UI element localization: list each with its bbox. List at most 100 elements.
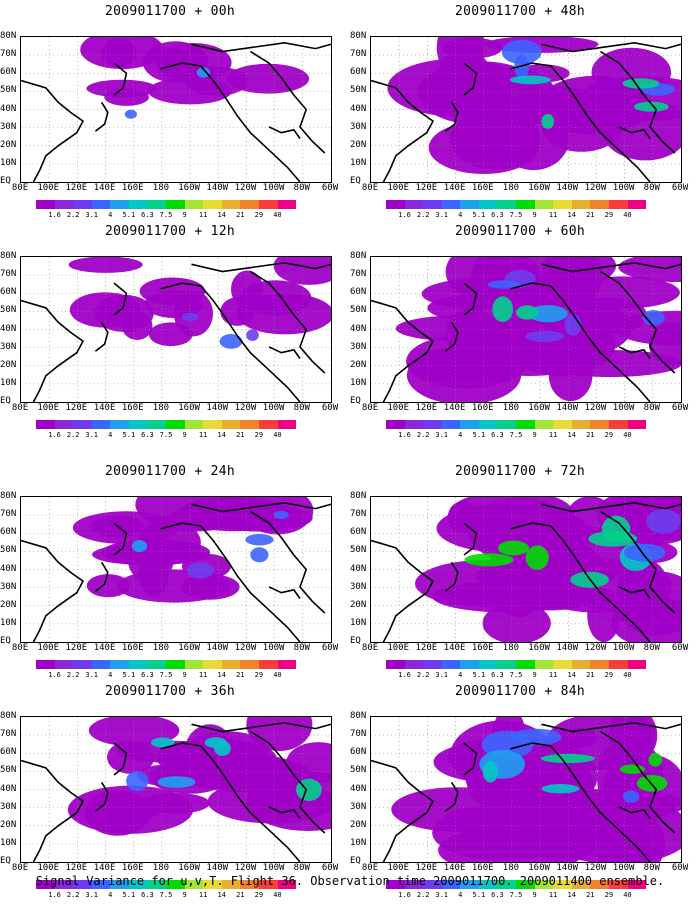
colorbar-label: 9 bbox=[532, 891, 537, 899]
colorbar-swatch bbox=[277, 660, 297, 669]
colorbar-label: 21 bbox=[236, 431, 245, 439]
lat-label: 20N bbox=[0, 599, 17, 610]
colorbar-swatch bbox=[590, 660, 609, 669]
figure-caption: Signal Variance for u,v,T. Flight 36. Ob… bbox=[35, 874, 665, 888]
colorbar bbox=[36, 660, 297, 669]
lat-label: 40N bbox=[0, 103, 17, 114]
lat-label: 80N bbox=[0, 711, 17, 721]
lon-label: 80E bbox=[361, 183, 379, 193]
lon-label: 160E bbox=[121, 863, 144, 873]
colorbar-label: 1.6 bbox=[48, 891, 61, 899]
coastline bbox=[268, 806, 301, 819]
colorbar-label: 40 bbox=[273, 671, 282, 679]
variance-map bbox=[20, 716, 332, 863]
coastline bbox=[21, 539, 85, 642]
variance-region-high bbox=[540, 753, 595, 764]
colorbar-label: 3.1 bbox=[435, 891, 449, 899]
colorbar-label: 2.2 bbox=[66, 891, 80, 899]
lon-label: 80E bbox=[361, 863, 379, 873]
colorbar-swatch bbox=[404, 660, 424, 669]
colorbar-swatch bbox=[54, 420, 74, 429]
lon-label: 80E bbox=[11, 643, 29, 653]
colorbar-label: 9 bbox=[182, 211, 187, 219]
lon-label: 120E bbox=[65, 183, 88, 193]
coastline bbox=[191, 721, 331, 733]
colorbar-swatch bbox=[571, 200, 591, 209]
colorbar-swatch bbox=[166, 660, 185, 669]
colorbar-label: 1.6 bbox=[48, 211, 61, 219]
lat-label: 60N bbox=[350, 527, 367, 538]
colorbar-label: 3.1 bbox=[85, 891, 99, 899]
colorbar bbox=[36, 200, 297, 209]
lat-label: 70N bbox=[350, 49, 367, 60]
lat-label: 30N bbox=[350, 121, 367, 132]
colorbar-label: 5.1 bbox=[122, 671, 136, 679]
colorbar-label: 40 bbox=[623, 211, 632, 219]
colorbar-swatch bbox=[404, 200, 424, 209]
colorbar-swatch bbox=[147, 880, 167, 889]
coastline bbox=[371, 539, 435, 642]
panel-title: 2009011700 + 84h bbox=[454, 684, 586, 699]
variance-region-high bbox=[525, 545, 549, 570]
variance-region-high bbox=[196, 67, 211, 78]
lon-label: 80E bbox=[361, 403, 379, 413]
colorbar-swatch bbox=[184, 880, 204, 889]
coastline bbox=[94, 561, 109, 592]
colorbar-swatch bbox=[460, 880, 479, 889]
lat-label: 50N bbox=[0, 305, 17, 316]
colorbar-swatch bbox=[423, 200, 442, 209]
lat-label: 80N bbox=[0, 31, 17, 41]
coastline bbox=[618, 586, 651, 599]
coastline bbox=[541, 41, 681, 53]
coastline bbox=[463, 62, 478, 96]
lon-label: 180 bbox=[502, 183, 520, 193]
variance-region bbox=[587, 587, 621, 642]
colorbar-label: 4 bbox=[458, 431, 463, 439]
lat-label: 50N bbox=[350, 545, 367, 556]
colorbar-swatch bbox=[258, 880, 278, 889]
variance-region bbox=[194, 759, 287, 791]
lat-label: 60N bbox=[350, 67, 367, 78]
variance-region-high bbox=[246, 329, 259, 341]
coastline bbox=[599, 510, 676, 614]
variance-region-high bbox=[487, 280, 520, 289]
colorbar-label: 9 bbox=[532, 431, 537, 439]
colorbar-swatch bbox=[571, 420, 591, 429]
lon-label: 140E bbox=[443, 643, 466, 653]
variance-region bbox=[542, 106, 621, 152]
colorbar bbox=[36, 420, 297, 429]
panel-title: 2009011700 + 36h bbox=[104, 684, 236, 699]
coastline bbox=[191, 501, 331, 513]
variance-region-high bbox=[623, 543, 666, 562]
colorbar-swatch bbox=[203, 200, 222, 209]
colorbar-swatch bbox=[534, 880, 554, 889]
variance-region bbox=[568, 297, 648, 334]
lat-label: EQ bbox=[0, 396, 11, 406]
lat-label: EQ bbox=[350, 856, 361, 866]
lat-label: 10N bbox=[350, 617, 367, 628]
colorbar-swatch bbox=[553, 420, 572, 429]
colorbar-label: 14 bbox=[217, 891, 226, 899]
colorbar-swatch bbox=[128, 660, 148, 669]
panel-title: 2009011700 + 24h bbox=[104, 464, 236, 479]
lon-label: 60W bbox=[321, 863, 339, 873]
colorbar-swatch bbox=[73, 880, 92, 889]
colorbar-swatch bbox=[54, 660, 74, 669]
colorbar-label: 40 bbox=[623, 891, 632, 899]
colorbar-swatch bbox=[147, 660, 167, 669]
colorbar-swatch bbox=[553, 880, 572, 889]
lon-label: 140W bbox=[556, 643, 579, 653]
colorbar-label: 11 bbox=[198, 671, 208, 679]
lon-label: 160W bbox=[178, 403, 200, 413]
lon-label: 100W bbox=[262, 403, 285, 413]
colorbar-label: 1.6 bbox=[398, 891, 411, 899]
colorbar-label: 5.1 bbox=[472, 671, 486, 679]
lat-label: EQ bbox=[0, 636, 11, 646]
coastline bbox=[371, 79, 435, 182]
colorbar-label: 2.2 bbox=[416, 211, 430, 219]
colorbar-swatch bbox=[497, 200, 517, 209]
variance-region-high bbox=[509, 75, 551, 85]
variance-region-high bbox=[157, 776, 196, 788]
lat-label: 40N bbox=[0, 563, 17, 574]
variance-region bbox=[406, 334, 527, 389]
